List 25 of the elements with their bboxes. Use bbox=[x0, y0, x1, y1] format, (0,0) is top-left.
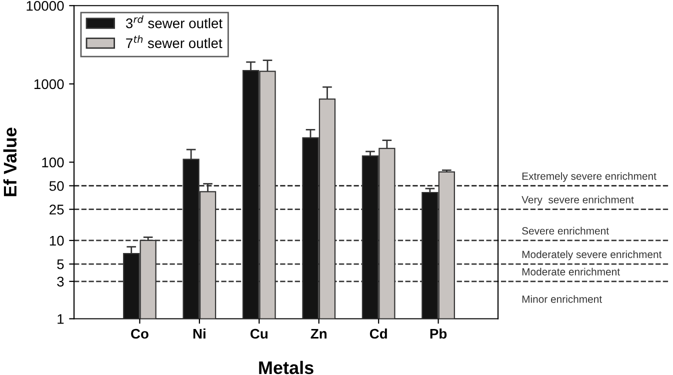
text: Minor enrichment bbox=[522, 295, 602, 303]
y-tick-label: 1000 bbox=[34, 79, 64, 90]
ref-line-label: Very severe enrichment bbox=[522, 196, 634, 206]
ref-line-label: Moderate enrichment bbox=[522, 268, 620, 276]
y-tick-label: 25 bbox=[50, 204, 64, 214]
x-tick-label: Cd bbox=[370, 328, 387, 339]
x-tick-label: Ni bbox=[193, 328, 206, 339]
ref-line-label: Moderately severe enrichment bbox=[522, 250, 662, 260]
x-axis-title: Metals bbox=[259, 360, 314, 374]
y-tick-label: 5 bbox=[57, 260, 64, 270]
legend-label: 7$^{th}$ sewer outlet bbox=[126, 35, 222, 48]
y-tick-label: 100 bbox=[42, 158, 64, 168]
y-tick-label: 50 bbox=[49, 181, 64, 191]
y-tick-label: 10000 bbox=[26, 0, 64, 11]
x-tick-label: Pb bbox=[430, 328, 447, 339]
y-tick-label: 1 bbox=[58, 314, 64, 324]
y-axis-title: Ef Value bbox=[3, 128, 17, 196]
legend-label: 3$^{rd}$ sewer outlet bbox=[126, 15, 222, 28]
x-tick-label: Zn bbox=[310, 328, 326, 339]
ref-line-label: Extremely severe enrichment bbox=[522, 172, 656, 182]
y-tick-label: 10 bbox=[50, 236, 64, 246]
ref-line-label: Severe enrichment bbox=[522, 226, 609, 235]
y-tick-label: 3 bbox=[57, 276, 64, 287]
x-tick-label: Cu bbox=[250, 328, 268, 339]
x-tick-label: Co bbox=[131, 328, 148, 339]
